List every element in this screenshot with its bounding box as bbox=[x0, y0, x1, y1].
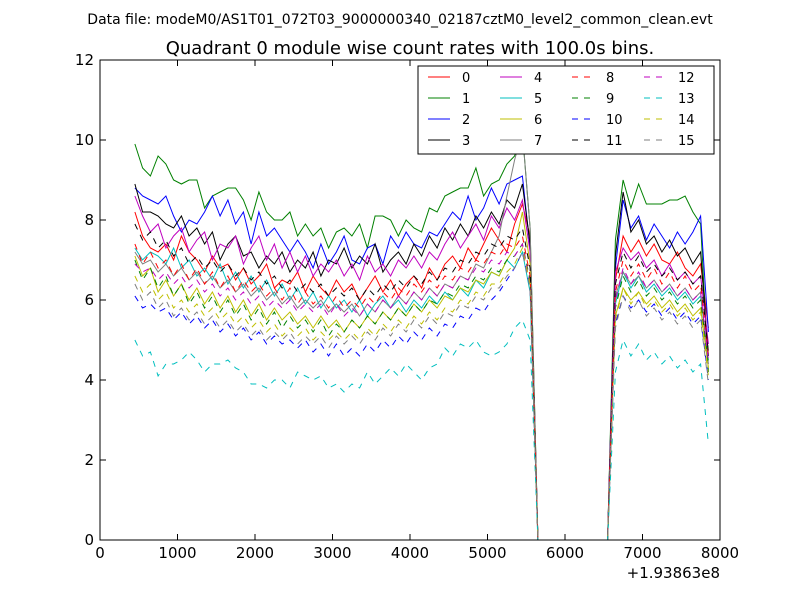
series-line-3 bbox=[134, 183, 709, 540]
legend-label-15: 15 bbox=[678, 134, 695, 149]
legend-label-4: 4 bbox=[534, 71, 542, 86]
x-axis-offset-label: +1.93863e8 bbox=[627, 564, 720, 582]
x-tick-label: 0 bbox=[95, 544, 105, 562]
y-tick-label: 6 bbox=[84, 291, 94, 309]
chart-title: Quadrant 0 module wise count rates with … bbox=[166, 38, 655, 59]
legend-label-2: 2 bbox=[462, 113, 470, 128]
legend-label-13: 13 bbox=[678, 92, 695, 107]
ticks-layer: 0 1000 2000 3000 4000 5000 6000 7000 80000246810… bbox=[75, 51, 739, 562]
y-tick-label: 10 bbox=[75, 131, 94, 149]
series-line-0 bbox=[134, 202, 709, 540]
y-tick-label: 8 bbox=[84, 211, 94, 229]
x-tick-label: 2000 bbox=[236, 544, 274, 562]
legend-label-12: 12 bbox=[678, 71, 695, 86]
legend-label-10: 10 bbox=[606, 113, 623, 128]
legend-label-3: 3 bbox=[462, 134, 470, 149]
series-line-9 bbox=[134, 242, 709, 540]
y-tick-label: 12 bbox=[75, 51, 94, 69]
legend-label-7: 7 bbox=[534, 134, 542, 149]
legend-label-11: 11 bbox=[606, 134, 623, 149]
y-tick-label: 0 bbox=[84, 531, 94, 549]
series-line-4 bbox=[134, 195, 709, 540]
legend-label-6: 6 bbox=[534, 113, 542, 128]
legend-label-8: 8 bbox=[606, 71, 614, 86]
series-line-13 bbox=[134, 319, 709, 540]
legend-label-14: 14 bbox=[678, 113, 695, 128]
x-tick-label: 4000 bbox=[391, 544, 429, 562]
series-line-8 bbox=[134, 234, 709, 540]
series-line-15 bbox=[134, 250, 709, 540]
x-tick-label: 6000 bbox=[546, 544, 584, 562]
x-tick-label: 8000 bbox=[701, 544, 739, 562]
legend-frame bbox=[417, 65, 715, 155]
x-tick-label: 3000 bbox=[313, 544, 351, 562]
legend-label-1: 1 bbox=[462, 92, 470, 107]
series-line-12 bbox=[134, 242, 709, 540]
x-tick-label: 7000 bbox=[623, 544, 661, 562]
series-line-7 bbox=[134, 131, 709, 540]
y-tick-label: 4 bbox=[84, 371, 94, 389]
y-tick-label: 2 bbox=[84, 451, 94, 469]
series-line-1 bbox=[134, 131, 709, 540]
x-tick-label: 1000 bbox=[158, 544, 196, 562]
series-line-2 bbox=[134, 175, 709, 540]
data-file-caption: Data file: modeM0/AS1T01_072T03_90000003… bbox=[87, 12, 713, 28]
series-layer bbox=[134, 131, 709, 540]
x-tick-label: 5000 bbox=[468, 544, 506, 562]
legend-label-9: 9 bbox=[606, 92, 614, 107]
legend-label-5: 5 bbox=[534, 92, 542, 107]
legend-label-0: 0 bbox=[462, 71, 470, 86]
